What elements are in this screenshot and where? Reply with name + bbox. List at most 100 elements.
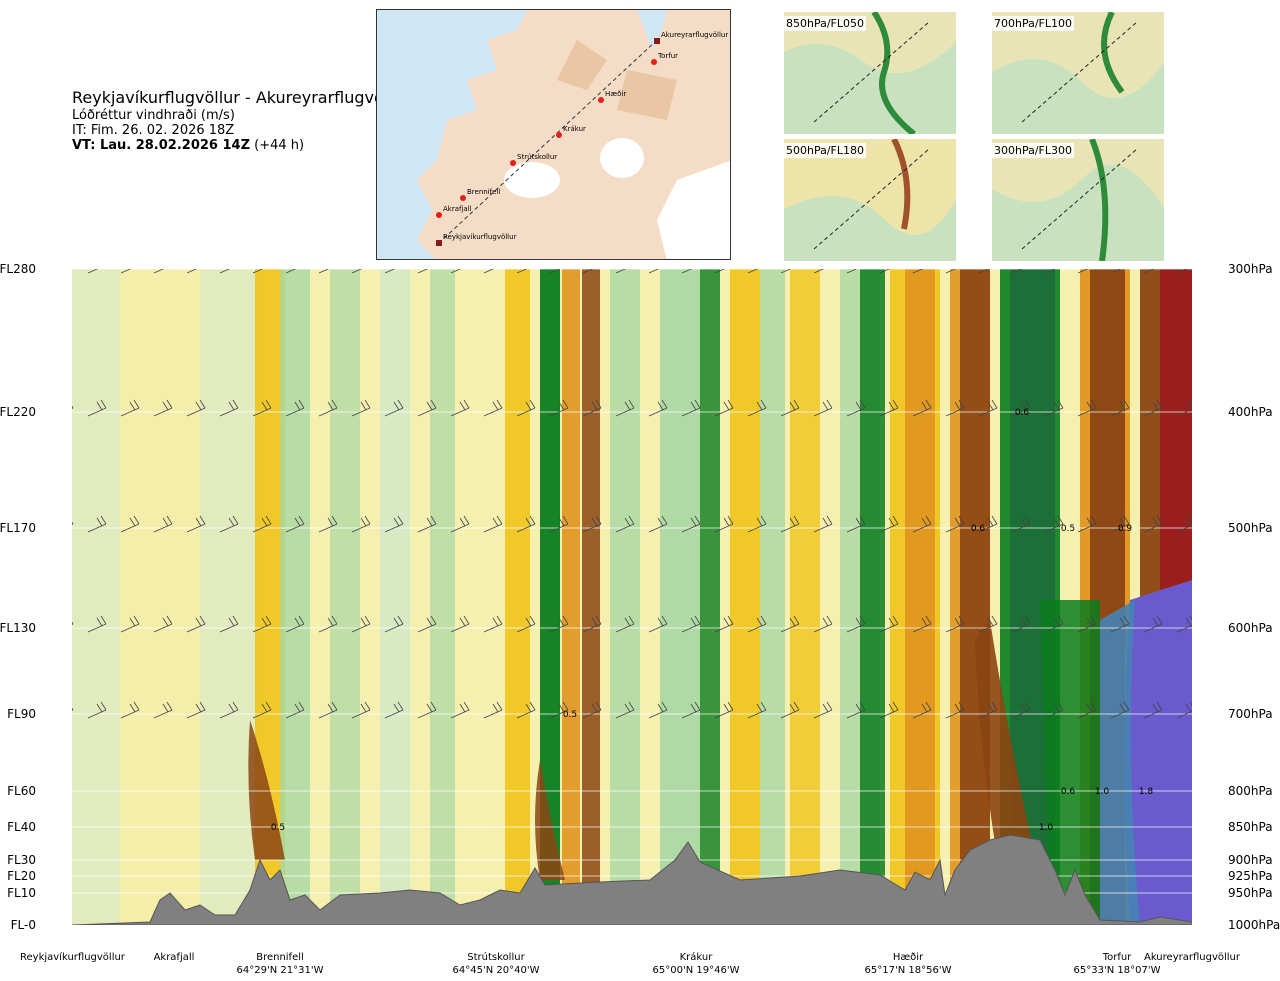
wind-barb <box>714 515 734 533</box>
wind-barb <box>747 399 767 417</box>
wind-barb <box>879 399 899 417</box>
wind-band <box>280 269 310 925</box>
terrain <box>72 834 1192 925</box>
wind-barb <box>516 399 536 417</box>
wind-barb <box>978 399 998 417</box>
wind-barb <box>55 257 73 273</box>
wind-barb <box>582 701 602 719</box>
route-marker-label: Torfur <box>657 52 678 60</box>
wind-barb <box>1011 515 1031 533</box>
mini-map-svg <box>784 139 956 261</box>
wind-barb <box>351 615 371 633</box>
wind-barb <box>681 399 701 417</box>
right-axis-label: 400hPa <box>1228 405 1273 419</box>
highland <box>617 70 677 120</box>
wind-barb <box>516 269 527 274</box>
wind-band <box>380 269 410 925</box>
wind-band <box>1040 600 1100 925</box>
wind-barb <box>417 399 437 417</box>
wind-barb <box>582 515 602 533</box>
wind-barb <box>1077 515 1097 533</box>
wind-barb <box>813 615 833 633</box>
wind-barb <box>87 701 107 719</box>
wind-barb <box>1077 269 1088 274</box>
wind-barb <box>417 269 428 274</box>
wind-barb <box>384 515 404 533</box>
wind-barb <box>780 399 800 417</box>
right-axis-label: 600hPa <box>1228 621 1273 635</box>
wind-barb <box>318 515 338 533</box>
wind-barb <box>351 515 371 533</box>
mini-map-850: 850hPa/FL050 <box>784 12 956 134</box>
wind-barb <box>252 269 263 274</box>
wind-barb <box>285 399 305 417</box>
right-axis-label: 900hPa <box>1228 853 1273 867</box>
wind-band <box>660 269 700 925</box>
waypoint-name: Torfur <box>1102 952 1132 963</box>
plot-area <box>55 257 1192 925</box>
wind-barb <box>978 615 998 633</box>
wind-barb <box>450 399 470 417</box>
wind-barb <box>1077 701 1097 719</box>
wind-barb <box>153 399 173 417</box>
wind-barb <box>153 515 173 533</box>
wind-barb <box>1077 615 1097 633</box>
wind-barb <box>120 615 140 633</box>
wind-barb <box>879 269 890 274</box>
waypoint-name: Strútskollur <box>467 951 525 963</box>
wind-barb <box>516 701 536 719</box>
wind-barb <box>912 515 932 533</box>
contour-label: 0.6 <box>1061 787 1076 797</box>
wind-barb <box>813 269 824 274</box>
route-marker-label: Brennifell <box>467 188 500 196</box>
waypoint-name: Krákur <box>680 951 714 963</box>
right-axis-label: 850hPa <box>1228 820 1273 834</box>
wind-barb <box>351 701 371 719</box>
wind-barb <box>648 399 668 417</box>
wind-barb <box>846 399 866 417</box>
waypoint-coord: 65°33'N 18°07'W <box>1074 965 1161 976</box>
wind-barb <box>846 269 857 274</box>
wind-barb <box>450 615 470 633</box>
route-marker-label: Hæðir <box>605 90 626 98</box>
wind-barb <box>1011 701 1031 719</box>
wind-barb <box>813 701 833 719</box>
wind-barb <box>72 521 74 525</box>
wind-barb <box>285 701 305 719</box>
wind-band <box>562 269 580 925</box>
wind-barb <box>879 615 899 633</box>
wind-barb <box>186 615 206 633</box>
wind-barb <box>1011 615 1031 633</box>
overview-map: Reykjavíkurflugvöllur Akrafjall Brennifell… <box>376 9 731 260</box>
wind-barb <box>417 615 437 633</box>
wind-barb <box>483 615 503 633</box>
valid-time: VT: Lau. 28.02.2026 14Z (+44 h) <box>72 138 409 153</box>
wind-barb <box>681 615 701 633</box>
wind-band <box>960 269 990 925</box>
wind-barb <box>186 269 197 274</box>
wind-barb <box>120 701 140 719</box>
wind-barbs <box>55 257 1192 719</box>
route-marker <box>654 38 660 44</box>
wind-band <box>1100 600 1140 925</box>
wind-barb <box>318 269 329 274</box>
wind-band <box>730 269 760 925</box>
contour-label: 1.0 <box>1095 787 1110 797</box>
wind-barb <box>252 515 272 533</box>
wind-barb <box>747 515 767 533</box>
wind-band <box>582 269 600 925</box>
wind-barb <box>615 399 635 417</box>
route-points: Reykjavíkurflugvöllur Akrafjall Brennifell… <box>436 31 728 246</box>
wind-barb <box>384 269 395 274</box>
contour-label: 0.5 <box>271 823 285 833</box>
valid-time-offset: (+44 h) <box>254 138 305 153</box>
wind-barb <box>87 399 107 417</box>
wind-barb <box>846 701 866 719</box>
wind-barb <box>285 269 296 274</box>
wind-barb <box>120 269 131 274</box>
wind-barb <box>978 701 998 719</box>
wind-bands <box>72 269 1192 925</box>
wind-barb <box>615 269 626 274</box>
wind-barb <box>87 269 98 274</box>
